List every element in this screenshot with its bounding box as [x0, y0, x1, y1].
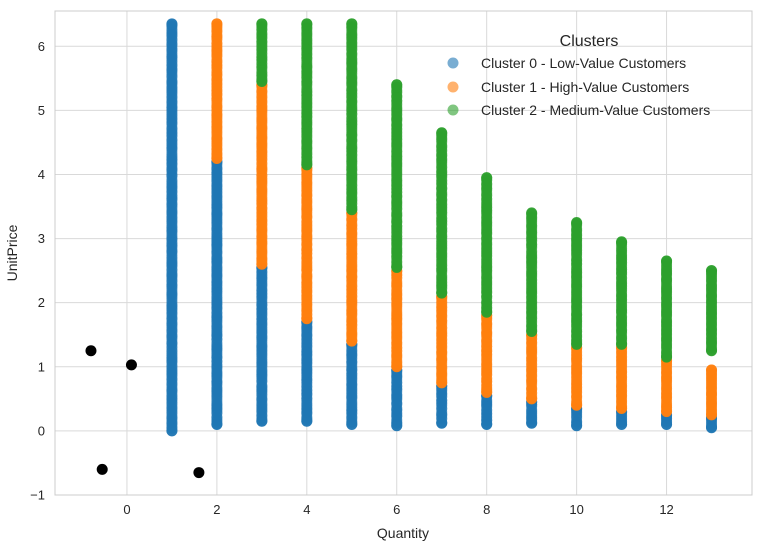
y-tick-label: 5: [38, 103, 45, 118]
cluster-0-point: [661, 418, 673, 430]
cluster-0-point: [706, 422, 718, 434]
x-tick-label: 0: [123, 502, 130, 517]
cluster-0-point: [481, 418, 493, 430]
x-tick-label: 8: [483, 502, 490, 517]
cluster-1-point: [301, 313, 313, 325]
cluster-2-point: [526, 207, 538, 219]
cluster-2-point: [436, 287, 448, 299]
cluster-2-point: [526, 326, 538, 338]
legend-label-cluster-1: Cluster 1 - High-Value Customers: [481, 79, 689, 95]
x-tick-label: 6: [393, 502, 400, 517]
cluster-0-point: [436, 417, 448, 429]
y-tick-label: −1: [30, 488, 45, 503]
x-tick-label: 2: [213, 502, 220, 517]
cluster-2-point: [301, 159, 313, 171]
cluster-0-point: [301, 415, 313, 427]
plot-frame: [54, 10, 753, 496]
legend-label-cluster-2: Cluster 2 - Medium-Value Customers: [481, 102, 710, 118]
cluster-1-point: [661, 406, 673, 418]
cluster-2-point: [571, 338, 583, 350]
cluster-2-point: [391, 79, 403, 91]
cluster-1-point: [526, 393, 538, 405]
cluster-0-point: [211, 418, 223, 430]
outlier-point: [96, 463, 108, 475]
cluster-2-point: [346, 204, 358, 216]
legend-marker-cluster-0: [447, 57, 459, 69]
cluster-0-point: [346, 418, 358, 430]
cluster-1-point: [211, 18, 223, 30]
y-tick-label: 6: [38, 39, 45, 54]
cluster-1-point: [256, 258, 268, 270]
legend-marker-cluster-1: [447, 81, 459, 93]
cluster-2-point: [481, 306, 493, 318]
series-cluster-2: [256, 18, 718, 363]
cluster-0-point: [391, 420, 403, 432]
cluster-1-point: [481, 386, 493, 398]
cluster-1-point: [706, 409, 718, 421]
data-points: [85, 18, 718, 479]
x-tick-label: 4: [303, 502, 310, 517]
legend-title: Clusters: [560, 33, 619, 50]
outlier-point: [193, 467, 205, 479]
cluster-2-point: [661, 255, 673, 267]
cluster-2-point: [706, 345, 718, 357]
series-cluster-1: [211, 18, 718, 421]
cluster-2-point: [616, 338, 628, 350]
cluster-1-point: [346, 335, 358, 347]
cluster-2-point: [256, 76, 268, 88]
y-tick-label: 0: [38, 423, 45, 438]
cluster-2-point: [436, 127, 448, 139]
x-axis-label: Quantity: [377, 525, 429, 541]
cluster-2-point: [391, 261, 403, 273]
cluster-0-point: [166, 18, 178, 30]
cluster-2-point: [301, 18, 313, 30]
outlier-point: [125, 359, 137, 371]
cluster-2-point: [571, 217, 583, 229]
cluster-1-point: [211, 152, 223, 164]
cluster-1-point: [571, 399, 583, 411]
cluster-2-point: [661, 351, 673, 363]
y-tick-label: 1: [38, 359, 45, 374]
cluster-2-point: [346, 18, 358, 30]
cluster-0-point: [526, 417, 538, 429]
cluster-2-point: [481, 172, 493, 184]
cluster-0-point: [166, 425, 178, 437]
cluster-1-point: [616, 402, 628, 414]
outlier-points: [85, 345, 205, 479]
cluster-1-point: [706, 364, 718, 376]
y-axis-label: UnitPrice: [4, 224, 20, 281]
y-tick-label: 2: [38, 295, 45, 310]
cluster-1-point: [436, 377, 448, 389]
x-tick-label: 12: [659, 502, 673, 517]
cluster-2-point: [706, 265, 718, 277]
cluster-0-point: [571, 420, 583, 432]
cluster-0-point: [616, 418, 628, 430]
cluster-0-point: [256, 415, 268, 427]
outlier-point: [85, 345, 97, 357]
legend-marker-cluster-2: [447, 104, 459, 116]
cluster-2-point: [616, 236, 628, 248]
y-tick-label: 3: [38, 231, 45, 246]
legend-label-cluster-0: Cluster 0 - Low-Value Customers: [481, 55, 686, 71]
y-tick-label: 4: [38, 167, 45, 182]
legend: Clusters Cluster 0 - Low-Value Customers…: [447, 33, 710, 118]
cluster-2-point: [256, 18, 268, 30]
cluster-1-point: [391, 361, 403, 373]
x-tick-label: 10: [569, 502, 583, 517]
